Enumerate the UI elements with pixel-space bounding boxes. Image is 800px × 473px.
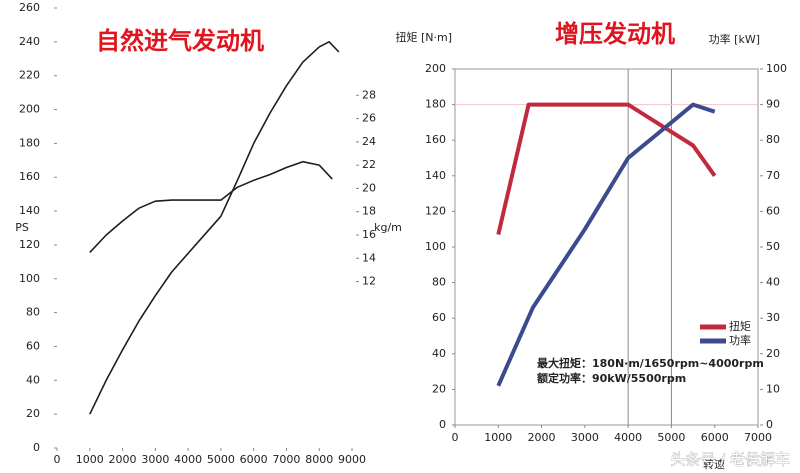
y-tick-label: 260: [19, 1, 40, 14]
y-tick-label: 20: [432, 382, 446, 395]
x-axis-label: 转速: [703, 457, 725, 471]
x-tick-label: 6000: [701, 431, 729, 444]
y2-tick-label: 70: [766, 169, 780, 182]
y-tick-label: 180: [19, 136, 40, 149]
y-tick-label: 220: [19, 69, 40, 82]
chart-title: 增压发动机: [555, 20, 675, 48]
y-tick-label: 160: [19, 170, 40, 183]
y-tick-label: 200: [19, 103, 40, 116]
x-tick-label: 5000: [657, 431, 685, 444]
y-tick-label: 160: [425, 133, 446, 146]
series-line: [496, 102, 717, 235]
y2-tick-label: 40: [766, 276, 780, 289]
y2-tick-label: 0: [766, 418, 773, 431]
y-tick-label: 240: [19, 35, 40, 48]
y2-axis-label: kg/m: [374, 221, 402, 234]
y-tick-label: 100: [19, 272, 40, 285]
y-tick-label: 200: [425, 62, 446, 75]
y2-tick-label: 26: [362, 112, 376, 125]
y2-tick-label: 28: [362, 88, 376, 101]
x-tick-label: 7000: [744, 431, 772, 444]
x-tick-label: 0: [452, 431, 459, 444]
y-tick-label: 100: [425, 240, 446, 253]
y-tick-label: 120: [425, 204, 446, 217]
x-tick-label: 5000: [207, 453, 235, 466]
y-tick-label: 120: [19, 238, 40, 251]
y-tick-label: 140: [425, 169, 446, 182]
legend-label: 扭矩: [729, 319, 751, 333]
y-tick-label: 40: [432, 347, 446, 360]
watermark: 头条号 / 老侯解车: [670, 451, 790, 469]
x-tick-label: 8000: [305, 453, 333, 466]
y2-tick-label: 16: [362, 228, 376, 241]
y2-tick-label: 60: [766, 204, 780, 217]
y-axis-label: PS: [15, 221, 29, 234]
legend-label: 功率: [729, 333, 751, 347]
y2-tick-label: 30: [766, 311, 780, 324]
y2-tick-label: 18: [362, 205, 376, 218]
y-tick-label: 80: [432, 276, 446, 289]
y-tick-label: 60: [432, 311, 446, 324]
series-line: [496, 102, 716, 387]
series-line: [89, 41, 340, 415]
x-tick-label: 2000: [109, 453, 137, 466]
x-tick-label: 7000: [272, 453, 300, 466]
x-tick-label: 0: [54, 453, 61, 466]
annotation: 最大扭矩：180N·m/1650rpm~4000rpm: [537, 356, 764, 370]
x-tick-label: 6000: [240, 453, 268, 466]
y2-tick-label: 90: [766, 98, 780, 111]
y2-tick-label: 20: [362, 181, 376, 194]
x-tick-label: 1000: [76, 453, 104, 466]
x-tick-label: 3000: [141, 453, 169, 466]
x-tick-label: 1000: [484, 431, 512, 444]
y2-tick-label: 24: [362, 135, 376, 148]
y-tick-label: 40: [26, 373, 40, 386]
x-tick-label: 2000: [528, 431, 556, 444]
y-tick-label: 0: [33, 441, 40, 454]
y-tick-label: 0: [439, 418, 446, 431]
chart-title: 自然进气发动机: [96, 27, 264, 55]
y-tick-label: 180: [425, 98, 446, 111]
y2-tick-label: 80: [766, 133, 780, 146]
y-axis-label: 扭矩 [N·m]: [395, 30, 452, 44]
y2-tick-label: 20: [766, 347, 780, 360]
y2-tick-label: 50: [766, 240, 780, 253]
x-tick-label: 4000: [174, 453, 202, 466]
x-tick-label: 3000: [571, 431, 599, 444]
y2-tick-label: 12: [362, 275, 376, 288]
y-tick-label: 60: [26, 339, 40, 352]
y2-tick-label: 22: [362, 158, 376, 171]
series-line: [89, 160, 333, 253]
y2-tick-label: 10: [766, 382, 780, 395]
y2-tick-label: 14: [362, 251, 376, 264]
y-tick-label: 140: [19, 204, 40, 217]
y-tick-label: 80: [26, 306, 40, 319]
y2-tick-label: 100: [766, 62, 787, 75]
y-tick-label: 20: [26, 407, 40, 420]
x-tick-label: 4000: [614, 431, 642, 444]
y2-axis-label: 功率 [kW]: [709, 32, 760, 46]
x-tick-label: 9000: [338, 453, 366, 466]
annotation: 额定功率：90kW/5500rpm: [537, 371, 686, 385]
